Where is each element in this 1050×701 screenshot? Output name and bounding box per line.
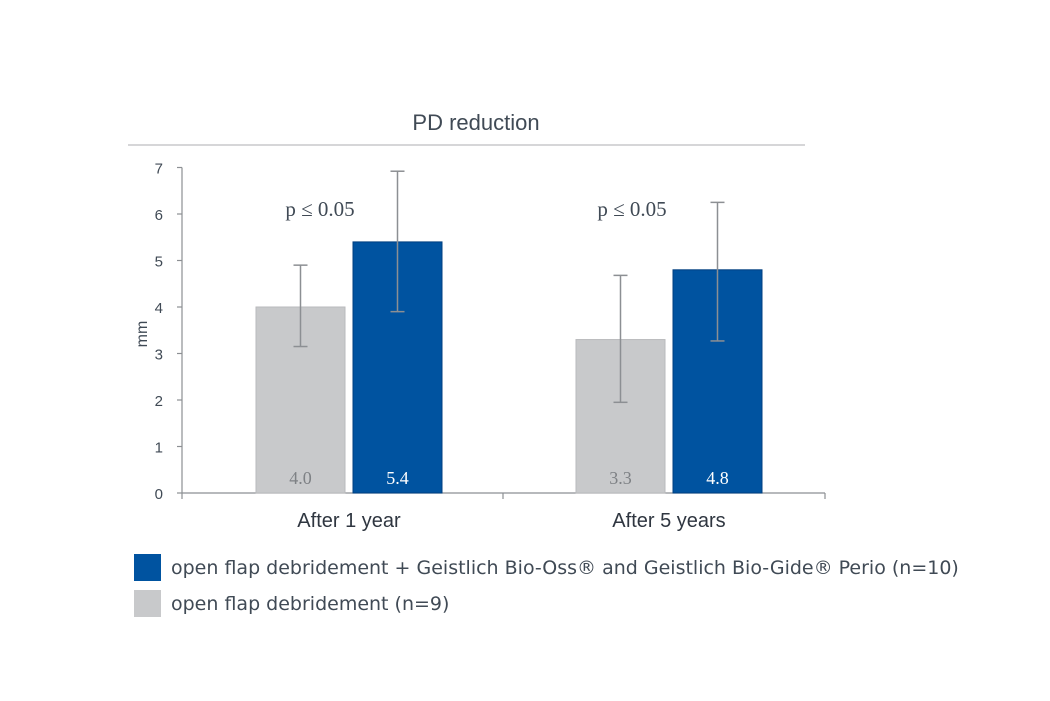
data-label-graft-0: 5.4 bbox=[386, 468, 409, 488]
legend-item-graft: open flap debridement + Geistlich Bio-Os… bbox=[134, 554, 959, 581]
y-tick-label-4: 4 bbox=[155, 300, 163, 317]
y-tick-label-2: 2 bbox=[155, 393, 163, 410]
y-tick-label-0: 0 bbox=[155, 486, 163, 503]
x-category-label-1: After 5 years bbox=[612, 510, 725, 532]
data-label-control-1: 3.3 bbox=[609, 468, 632, 488]
legend-label-control: open flap debridement (n=9) bbox=[171, 592, 450, 615]
y-tick-label-6: 6 bbox=[155, 207, 163, 224]
legend-swatch-blue bbox=[134, 554, 161, 581]
data-label-control-0: 4.0 bbox=[289, 468, 312, 488]
x-category-label-0: After 1 year bbox=[297, 510, 401, 532]
chart-title: PD reduction bbox=[412, 110, 539, 135]
legend-label-graft: open flap debridement + Geistlich Bio-Os… bbox=[171, 556, 959, 579]
y-axis-label: mm bbox=[134, 321, 151, 348]
y-tick-label-1: 1 bbox=[155, 440, 163, 457]
y-tick-label-5: 5 bbox=[155, 254, 163, 271]
data-label-graft-1: 4.8 bbox=[706, 468, 729, 488]
bars-group bbox=[255, 170, 763, 494]
p-value-annotation-0: p ≤ 0.05 bbox=[285, 197, 354, 221]
legend-swatch-gray bbox=[134, 590, 161, 617]
y-tick-label-3: 3 bbox=[155, 347, 163, 364]
y-tick-label-7: 7 bbox=[155, 161, 163, 178]
p-value-annotation-1: p ≤ 0.05 bbox=[597, 197, 666, 221]
legend-item-control: open flap debridement (n=9) bbox=[134, 590, 449, 617]
labels-group: 4.0 5.4 After 1 year p ≤ 0.05 3.3 4.8 After 5 … bbox=[285, 197, 728, 532]
